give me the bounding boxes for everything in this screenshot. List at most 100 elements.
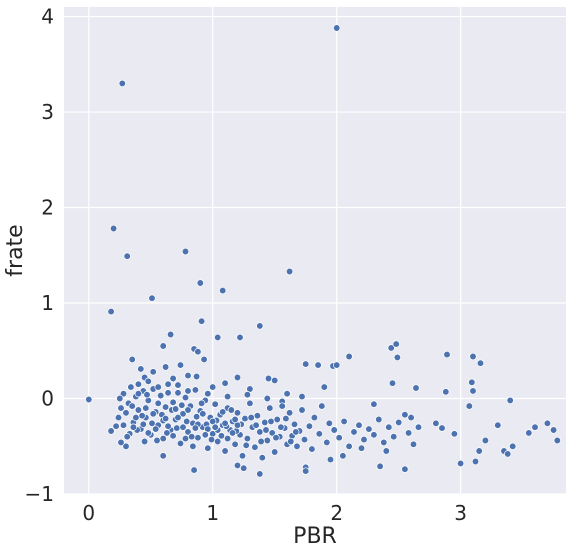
data-point (323, 438, 331, 447)
data-point (233, 461, 242, 470)
data-point (176, 361, 185, 369)
data-point (476, 359, 485, 367)
data-point (412, 384, 420, 392)
data-point (140, 437, 149, 446)
data-point (184, 428, 192, 436)
data-point (199, 410, 207, 418)
data-point (223, 392, 232, 401)
data-point (107, 427, 115, 435)
data-point (387, 344, 395, 352)
data-point (169, 398, 177, 406)
data-point (262, 426, 270, 434)
data-point (174, 413, 182, 422)
y-tick-label: −1 (25, 482, 54, 506)
data-point (159, 434, 167, 443)
data-point (370, 431, 378, 439)
data-point (318, 402, 326, 410)
data-point (107, 307, 115, 316)
data-point (240, 464, 248, 472)
data-point (315, 430, 323, 438)
data-point (192, 372, 201, 381)
data-point (395, 418, 403, 427)
data-point (194, 348, 202, 356)
data-points (85, 24, 561, 478)
data-point (314, 361, 322, 369)
data-point (157, 391, 165, 400)
data-point (149, 368, 157, 376)
data-point (243, 434, 252, 443)
data-point (393, 353, 402, 362)
data-point (214, 333, 222, 342)
data-point (333, 24, 341, 32)
data-point (272, 434, 280, 442)
data-point (179, 423, 187, 431)
data-point (142, 404, 150, 412)
data-point (138, 412, 146, 420)
data-point (256, 470, 264, 478)
data-point (189, 442, 197, 450)
data-point (401, 411, 409, 419)
data-point (181, 434, 190, 443)
data-point (191, 386, 200, 394)
data-point (390, 433, 398, 441)
data-point (531, 423, 539, 431)
data-point (227, 406, 235, 414)
data-point (345, 442, 353, 450)
y-axis-label: frate (3, 224, 28, 276)
plot-area (64, 7, 566, 494)
data-point (506, 396, 514, 405)
data-point (414, 423, 423, 431)
data-point (553, 436, 561, 445)
data-point (148, 419, 156, 427)
data-point (407, 413, 415, 422)
data-point (231, 415, 239, 424)
x-tick-label: 0 (82, 501, 95, 525)
data-point (118, 79, 126, 88)
data-point (221, 419, 229, 427)
data-point (256, 322, 264, 330)
data-point (153, 436, 161, 445)
data-point (231, 440, 239, 448)
data-point (494, 421, 502, 429)
data-point (465, 402, 473, 410)
data-point (258, 454, 266, 462)
data-point (261, 418, 269, 427)
data-point (161, 363, 170, 371)
data-point (204, 390, 212, 398)
x-axis-label: PBR (293, 524, 337, 549)
data-point (543, 419, 552, 427)
data-point (350, 428, 358, 436)
data-point (404, 429, 413, 437)
data-point (184, 387, 192, 395)
data-point (127, 383, 135, 391)
data-point (273, 415, 281, 424)
data-point (278, 402, 286, 410)
data-point (207, 435, 216, 444)
data-point (192, 413, 201, 421)
data-point (549, 426, 558, 434)
data-point (443, 350, 451, 359)
x-tick-label: 2 (330, 501, 343, 525)
data-point (380, 438, 388, 447)
data-point (209, 383, 217, 391)
data-point (211, 423, 219, 431)
data-point (357, 444, 366, 452)
data-point (119, 390, 128, 398)
data-point (171, 405, 180, 413)
data-point (184, 371, 192, 380)
data-point (197, 317, 206, 325)
y-tick-label: 1 (41, 291, 54, 315)
data-point (246, 399, 254, 407)
y-tick-label: 4 (41, 5, 54, 29)
data-point (266, 404, 274, 412)
data-point (123, 433, 131, 441)
data-point (252, 421, 260, 429)
data-point (128, 402, 136, 410)
data-point (236, 333, 244, 342)
data-point (267, 417, 275, 426)
data-point (117, 438, 125, 447)
data-point (204, 444, 212, 452)
data-point (190, 466, 198, 474)
data-point (201, 431, 209, 439)
data-point (122, 409, 130, 417)
